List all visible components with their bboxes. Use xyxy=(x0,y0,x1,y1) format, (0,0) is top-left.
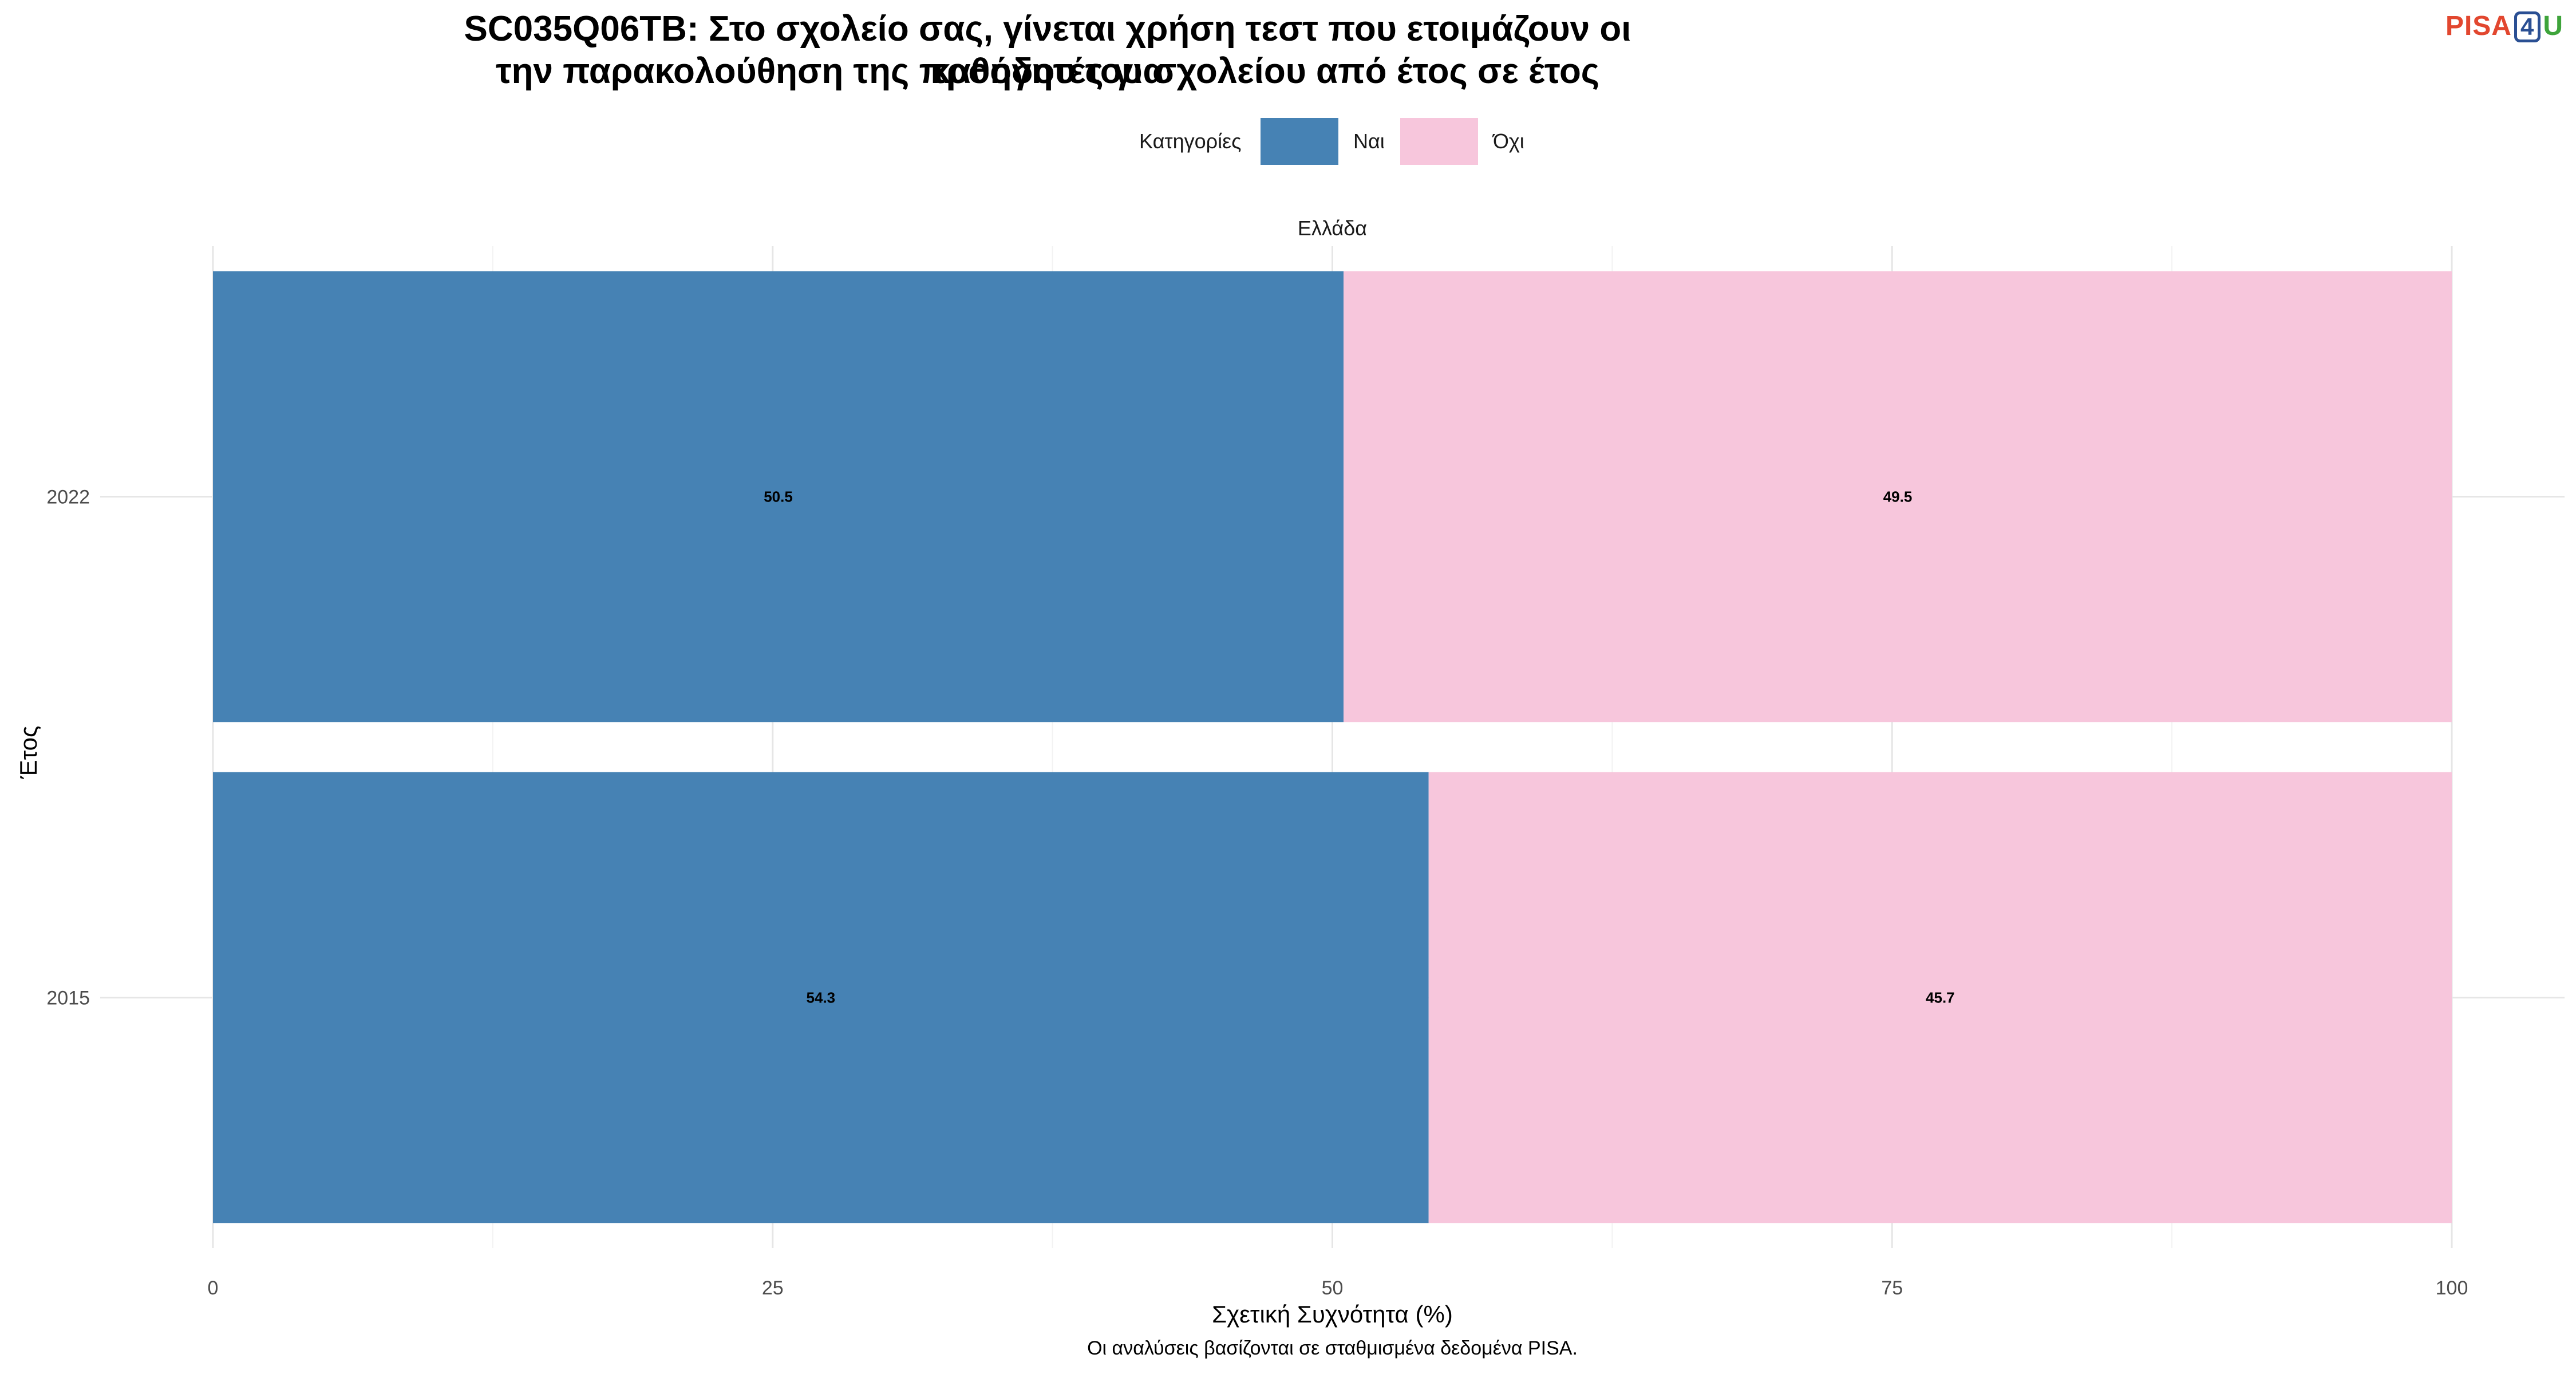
bar-yes-2022 xyxy=(213,271,1344,722)
caption: Οι αναλύσεις βασίζονται σε σταθμισμένα δ… xyxy=(1087,1337,1578,1359)
y-axis-title: Έτος xyxy=(15,725,42,779)
x-tick-label-75: 75 xyxy=(1881,1277,1903,1299)
data-label-no-2015: 45.7 xyxy=(1926,989,1955,1006)
logo-four-text: 4 xyxy=(2514,11,2541,42)
logo-u-text: U xyxy=(2543,11,2563,41)
y-tick-label-2022: 2022 xyxy=(46,487,90,508)
legend-swatch-no xyxy=(1400,118,1478,165)
x-tick-label-50: 50 xyxy=(1322,1277,1344,1299)
y-tick-label-2015: 2015 xyxy=(46,988,90,1009)
x-tick-label-25: 25 xyxy=(762,1277,784,1299)
logo-pisa-text: PISA xyxy=(2445,11,2512,41)
legend-swatch-yes xyxy=(1261,118,1338,165)
data-label-yes-2015: 54.3 xyxy=(807,989,836,1006)
legend-label-no: Όχι xyxy=(1493,129,1524,153)
bar-yes-2015 xyxy=(213,772,1429,1223)
facet-label: Ελλάδα xyxy=(1297,216,1368,240)
bar-no-2015 xyxy=(1428,772,2452,1223)
chart-title-line-2: την παρακολούθηση της προόδου του σχολεί… xyxy=(495,52,1600,91)
legend: Κατηγορίες Ναι Όχι xyxy=(0,114,2576,167)
legend-title: Κατηγορίες xyxy=(1139,129,1242,153)
chart-title-line-1: SC035Q06TB: Στο σχολείο σας, γίνεται χρή… xyxy=(464,9,1631,91)
data-label-yes-2022: 50.5 xyxy=(764,488,793,506)
data-label-no-2022: 49.5 xyxy=(1883,488,1913,506)
legend-label-yes: Ναι xyxy=(1353,129,1385,153)
x-axis-title: Σχετική Συχνότητα (%) xyxy=(1212,1301,1453,1328)
x-tick-label-0: 0 xyxy=(208,1277,219,1299)
pisa4u-logo: PISA 4 U xyxy=(2445,10,2563,42)
bar-no-2022 xyxy=(1344,271,2452,722)
x-tick-label-100: 100 xyxy=(2436,1277,2468,1299)
